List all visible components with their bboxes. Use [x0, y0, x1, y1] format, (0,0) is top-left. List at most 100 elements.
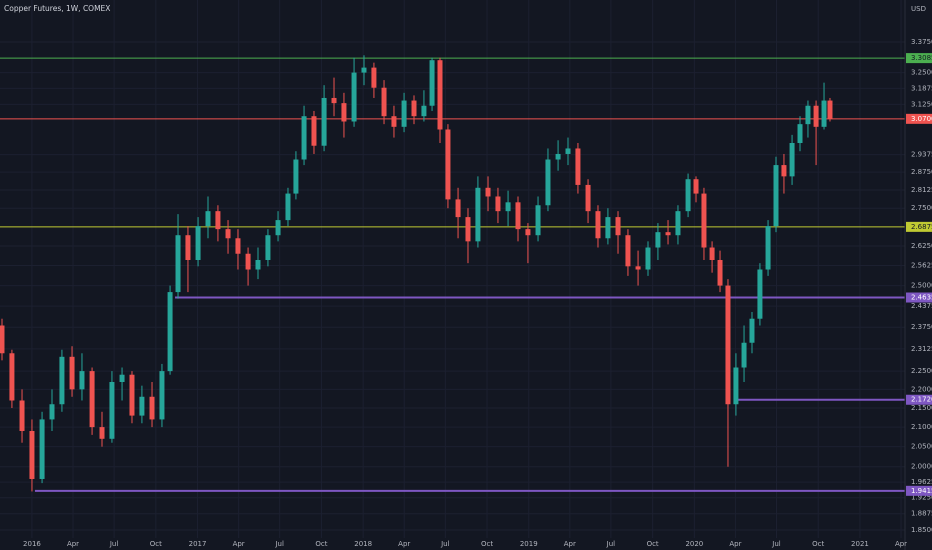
x-tick-label: Oct [812, 540, 824, 548]
y-tick-label: 1.9250 [911, 494, 932, 502]
candle-body [235, 238, 241, 254]
x-tick-label: Jul [606, 540, 616, 548]
candle-body [733, 367, 739, 405]
x-tick-label: Oct [481, 540, 493, 548]
candle-body [293, 159, 299, 194]
x-tick-label: 2016 [23, 540, 41, 548]
candle-body [805, 105, 811, 125]
candle-body [381, 87, 387, 117]
level-label-box [906, 485, 932, 496]
y-tick-label: 2.1500 [911, 404, 932, 412]
candle-body [215, 211, 221, 230]
candle-body [149, 396, 155, 420]
candle-body [675, 211, 681, 236]
candle-body [565, 148, 571, 154]
candle-body [59, 356, 65, 405]
candle-body [821, 100, 827, 127]
y-tick-label: 3.1875 [911, 84, 932, 92]
candle-body [781, 165, 787, 177]
candle-body [615, 217, 621, 236]
grid [0, 0, 905, 538]
candle-body [159, 371, 165, 420]
candle-body [525, 229, 531, 236]
candle-body [255, 260, 261, 270]
candle-body [185, 235, 191, 261]
candle-body [445, 129, 451, 200]
candle-body [275, 220, 281, 236]
candle-body [485, 187, 491, 197]
y-tick-label: 2.0500 [911, 443, 932, 451]
y-tick-label: 2.1000 [911, 423, 932, 431]
y-tick-label: 1.8500 [911, 526, 932, 534]
candle-body [605, 217, 611, 239]
candle-body [9, 353, 15, 401]
x-tick-label: Jul [440, 540, 450, 548]
level-label-box [906, 394, 932, 405]
candle-body [411, 100, 417, 117]
candle-body [645, 247, 651, 270]
candle-body [429, 60, 435, 106]
y-tick-label: 2.0000 [911, 463, 932, 471]
candle-body [371, 67, 377, 88]
candle-body [285, 193, 291, 221]
x-tick-label: 2021 [851, 540, 869, 548]
currency-label: USD [911, 5, 926, 13]
x-tick-label: 2018 [354, 540, 372, 548]
candle-body [757, 269, 763, 319]
x-tick-label: 2017 [189, 540, 207, 548]
candle-body [475, 187, 481, 242]
candle-body [351, 72, 357, 122]
level-label: 2.4635 [911, 294, 932, 302]
candle-body [167, 292, 173, 372]
candle-body [555, 153, 561, 160]
candle-body [455, 199, 461, 218]
candle-body [535, 205, 541, 236]
x-tick-label: 2019 [520, 540, 538, 548]
candle-body [797, 124, 803, 143]
candle-body [39, 419, 45, 479]
candle-body [585, 184, 591, 212]
y-tick-label: 1.9625 [911, 478, 932, 486]
candle-body [717, 260, 723, 286]
x-tick-label: Oct [315, 540, 327, 548]
y-tick-label: 2.2500 [911, 367, 932, 375]
candle-body [109, 382, 115, 439]
candle-body [401, 100, 407, 127]
candle-body [813, 105, 819, 127]
x-tick-label: Oct [647, 540, 659, 548]
candle-body [265, 235, 271, 261]
x-tick-label: Apr [564, 540, 576, 548]
x-tick-label: Apr [233, 540, 245, 548]
candle-body [765, 226, 771, 270]
candle-body [49, 404, 55, 420]
level-label: 1.9415 [911, 487, 932, 495]
y-tick-label: 2.5625 [911, 262, 932, 270]
x-tick-label: Apr [895, 540, 907, 548]
candle-body [79, 371, 85, 390]
candle-body [311, 116, 317, 146]
candle-body [827, 100, 833, 119]
candle-body [119, 374, 125, 383]
candle-body [361, 67, 367, 73]
candle-body [709, 247, 715, 261]
candle-body [693, 179, 699, 194]
level-label: 3.0700 [911, 115, 932, 123]
candle-body [465, 217, 471, 242]
y-tick-label: 2.7500 [911, 204, 932, 212]
y-tick-label: 3.3750 [911, 38, 932, 46]
candle-body [789, 142, 795, 177]
candle-body [195, 226, 201, 261]
candle-body [205, 211, 211, 227]
candle-body [741, 342, 747, 368]
candle-body [655, 232, 661, 248]
candles [0, 55, 833, 492]
candle-body [29, 430, 35, 479]
candle-body [749, 318, 755, 343]
candle-body [421, 105, 427, 117]
x-tick-label: Jul [771, 540, 781, 548]
level-label-box [906, 221, 932, 232]
y-tick-label: 2.9375 [911, 151, 932, 159]
